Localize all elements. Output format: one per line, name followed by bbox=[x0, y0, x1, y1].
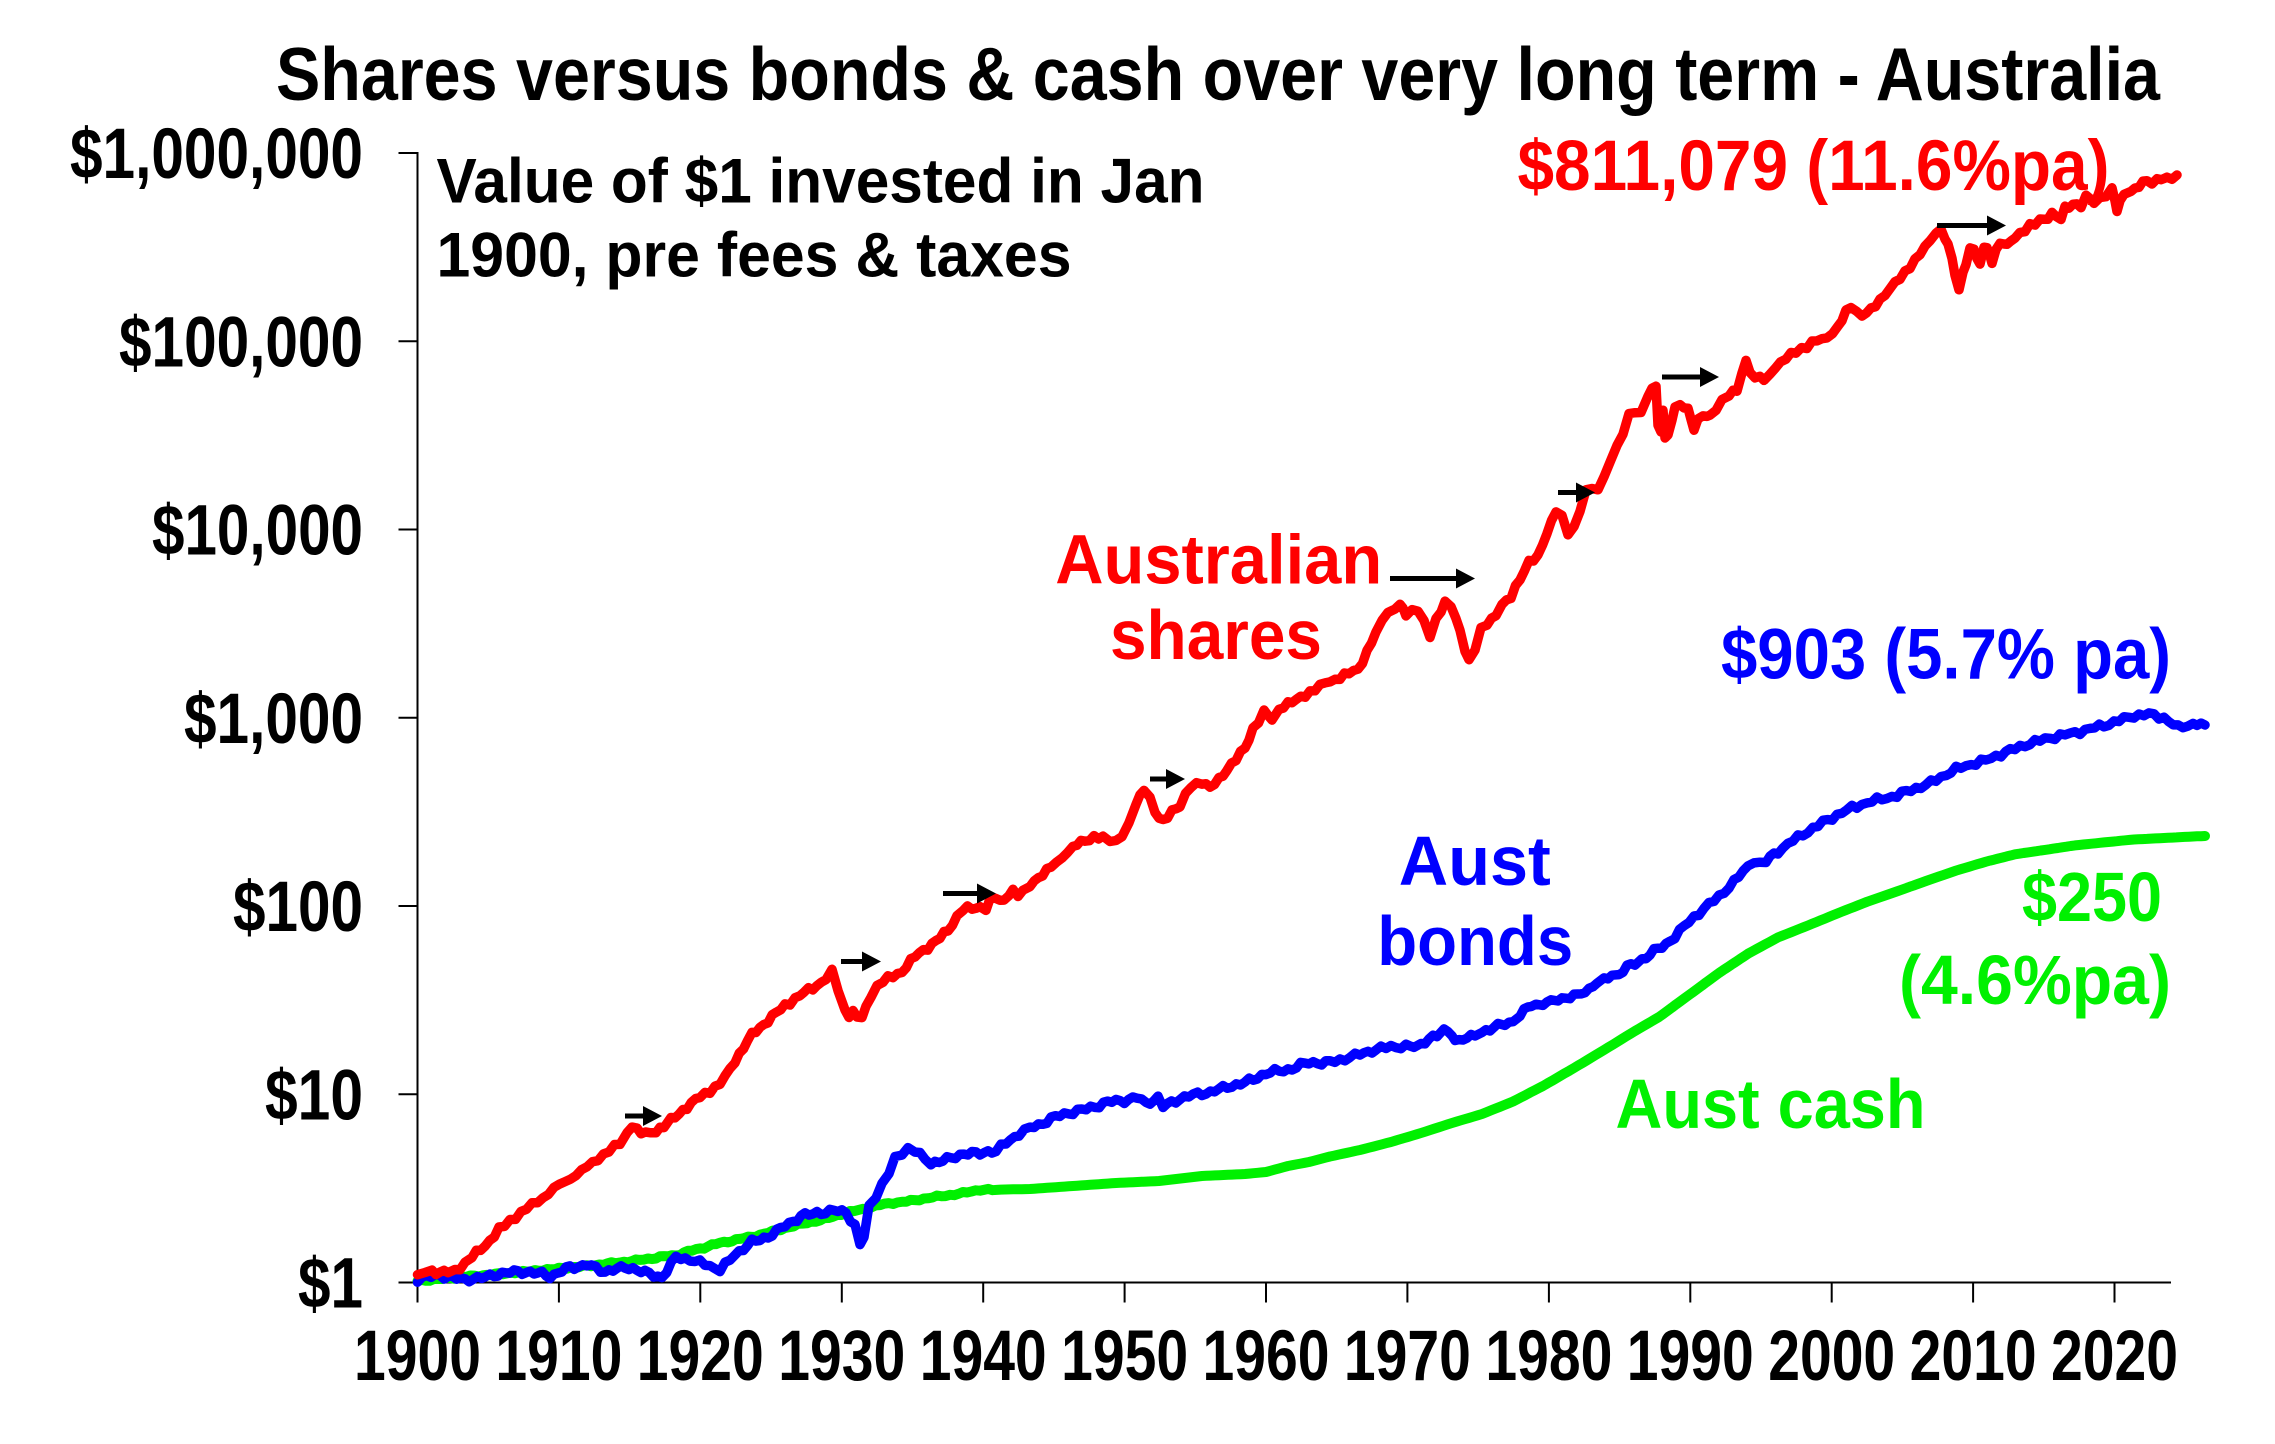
svg-text:$1,000: $1,000 bbox=[184, 680, 363, 759]
svg-text:1980: 1980 bbox=[1485, 1317, 1612, 1396]
svg-text:$10,000: $10,000 bbox=[152, 492, 363, 571]
svg-text:shares: shares bbox=[1110, 596, 1322, 674]
svg-text:1910: 1910 bbox=[495, 1317, 622, 1396]
svg-text:$811,079 (11.6%pa): $811,079 (11.6%pa) bbox=[1518, 127, 2110, 206]
svg-text:1940: 1940 bbox=[920, 1317, 1047, 1396]
svg-text:2010: 2010 bbox=[1910, 1317, 2037, 1396]
svg-text:2000: 2000 bbox=[1768, 1317, 1895, 1396]
svg-text:(4.6%pa): (4.6%pa) bbox=[1899, 941, 2171, 1019]
svg-text:Australian: Australian bbox=[1055, 520, 1382, 598]
svg-text:$903 (5.7% pa): $903 (5.7% pa) bbox=[1721, 616, 2171, 695]
svg-text:$250: $250 bbox=[2022, 858, 2162, 936]
svg-text:Value of $1 invested in Jan: Value of $1 invested in Jan bbox=[437, 147, 1205, 217]
svg-text:1930: 1930 bbox=[778, 1317, 905, 1396]
svg-text:bonds: bonds bbox=[1377, 902, 1573, 980]
svg-text:Shares versus bonds & cash ove: Shares versus bonds & cash over very lon… bbox=[276, 32, 2161, 116]
svg-text:1990: 1990 bbox=[1627, 1317, 1754, 1396]
svg-text:$100,000: $100,000 bbox=[119, 303, 363, 382]
svg-text:1900, pre fees & taxes: 1900, pre fees & taxes bbox=[437, 221, 1072, 291]
svg-text:1970: 1970 bbox=[1344, 1317, 1471, 1396]
svg-text:1900: 1900 bbox=[354, 1317, 481, 1396]
svg-text:1950: 1950 bbox=[1061, 1317, 1188, 1396]
svg-text:Aust cash: Aust cash bbox=[1616, 1065, 1926, 1143]
svg-text:$100: $100 bbox=[233, 868, 363, 947]
svg-text:1920: 1920 bbox=[637, 1317, 764, 1396]
svg-text:2020: 2020 bbox=[2051, 1317, 2178, 1396]
svg-text:$10: $10 bbox=[265, 1057, 363, 1136]
svg-text:1960: 1960 bbox=[1203, 1317, 1330, 1396]
svg-text:$1: $1 bbox=[298, 1245, 363, 1324]
svg-text:Aust: Aust bbox=[1399, 822, 1551, 900]
svg-text:$1,000,000: $1,000,000 bbox=[70, 115, 363, 194]
